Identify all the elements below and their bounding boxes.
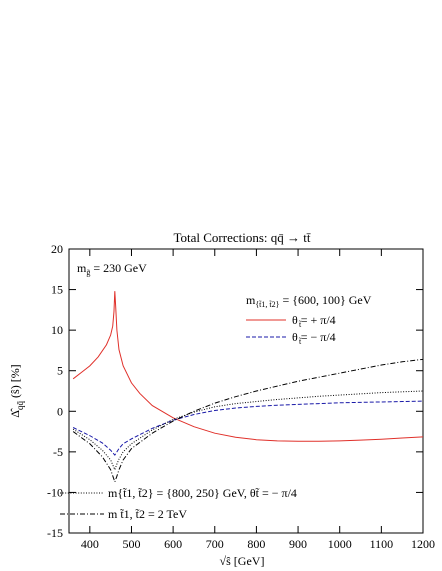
legend-top: m{t̃1, t̃2} = {600, 100} GeV θ = + π/4 t̃…	[246, 293, 372, 346]
legend-label-dashdot: m t̃1, t̃2 = 2 TeV	[108, 507, 187, 521]
y-tick-label: -5	[53, 445, 63, 459]
legend-top-header-subscript: {t̃1, t̃2}	[255, 300, 279, 309]
mass-annotation: mg̃ = 230 GeV	[77, 261, 147, 277]
svg-text:mg̃= 230 GeV: mg̃ = 230 GeV	[77, 261, 147, 277]
svg-text:m{t̃1, t̃2}= {600, 100} GeV: m{t̃1, t̃2} = {600, 100} GeV	[246, 293, 372, 309]
legend-label-dotted: m{t̃1, t̃2} = {800, 250} GeV, θt̃ = − π/…	[108, 486, 297, 500]
x-tick-label: 1100	[370, 537, 394, 551]
plot-frame	[68, 248, 424, 534]
x-tick-label: 1200	[411, 537, 435, 551]
x-tick-label: 600	[164, 537, 182, 551]
legend-bottom: m{t̃1, t̃2} = {800, 250} GeV, θt̃ = − π/…	[60, 486, 297, 521]
y-axis-label-arg: (ŝ) [%]	[8, 364, 22, 398]
y-tick-label: -15	[47, 526, 63, 540]
mass-symbol: m	[77, 261, 87, 275]
legend-label-theta-plus-sub: t̃	[299, 320, 302, 329]
legend-label-theta-minus-sub: t̃	[299, 337, 302, 346]
mass-subscript: g̃	[86, 268, 90, 277]
x-tick-label: 400	[81, 537, 99, 551]
legend-top-header-value: = {600, 100} GeV	[282, 293, 371, 307]
series-line-dashdot	[72, 358, 424, 484]
y-tick-label: 20	[51, 242, 63, 256]
y-axis-label-symbol: Δ̂	[8, 408, 22, 418]
legend-top-header-symbol: m	[246, 293, 256, 307]
y-tick-label: 10	[51, 323, 63, 337]
y-axis-label-subscript: qq̄	[15, 400, 25, 410]
x-tick-label: 700	[206, 537, 224, 551]
y-tick-label: 15	[51, 283, 63, 297]
y-tick-label: 5	[57, 364, 63, 378]
mass-value: = 230 GeV	[93, 261, 147, 275]
x-tick-label: 900	[289, 537, 307, 551]
y-axis-label: Δ̂qq̄ (ŝ) [%]	[8, 364, 25, 417]
svg-text:Δ̂qq̄(ŝ) [%]: Δ̂qq̄ (ŝ) [%]	[8, 364, 25, 417]
series-line-dotted	[72, 390, 424, 472]
chart-title: Total Corrections: qq̄ → tt̄	[173, 230, 310, 245]
x-tick-label: 500	[122, 537, 140, 551]
y-tick-label: -10	[47, 485, 63, 499]
legend-label-theta-minus: θ = − π/4	[292, 330, 336, 344]
legend-label-theta-plus: θ = + π/4	[292, 313, 336, 327]
x-axis-label: √ŝ [GeV]	[220, 554, 265, 568]
x-tick-label: 800	[247, 537, 265, 551]
x-tick-label: 1000	[328, 537, 352, 551]
series-line-dashed	[72, 400, 424, 456]
y-tick-label: 0	[57, 404, 63, 418]
series-line-solid	[72, 291, 424, 442]
